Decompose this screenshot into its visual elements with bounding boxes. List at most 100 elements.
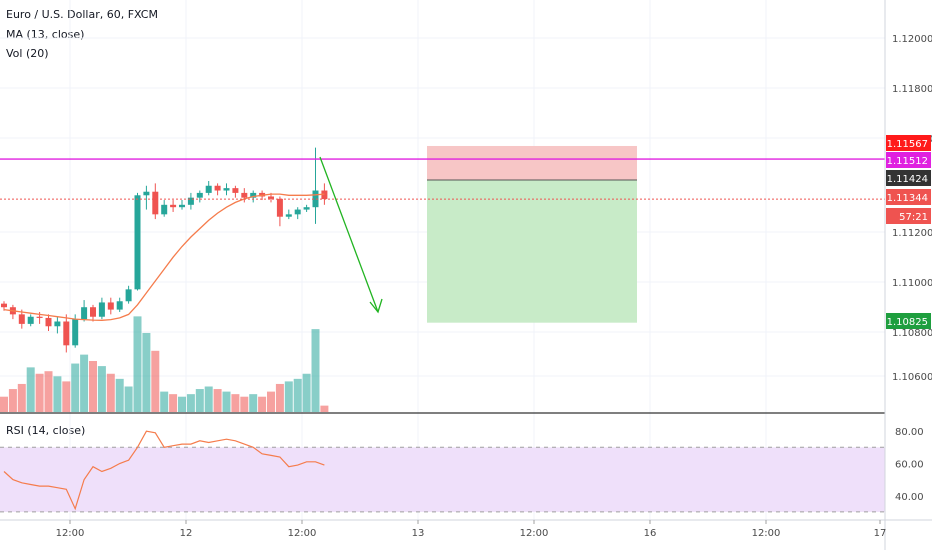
volume-bar: [80, 354, 89, 412]
volume-bar: [35, 373, 44, 412]
rsi-tick-label: 40.00: [895, 492, 924, 503]
price-tag-box: [886, 152, 931, 168]
candle-body: [54, 321, 61, 327]
candle-body: [285, 214, 292, 217]
candle-body: [107, 302, 114, 310]
candle-body: [63, 321, 70, 346]
candle-body: [72, 319, 79, 346]
price-tag-box: [886, 135, 931, 151]
volume-bar: [44, 371, 53, 412]
volume-bar: [275, 383, 284, 412]
time-tick-label: 12:00: [288, 528, 317, 539]
volume-bar: [311, 329, 320, 412]
price-tag-label: 1.11512: [887, 156, 928, 167]
price-tag-label: 1.11424: [887, 174, 928, 185]
volume-bar: [71, 363, 80, 412]
price-tick-label: 1.10800: [892, 328, 932, 339]
candle-body: [232, 188, 239, 193]
position-zones[interactable]: [427, 145, 637, 323]
volume-bar: [284, 381, 293, 412]
candle-body: [81, 307, 88, 320]
price-tag-box: [886, 170, 931, 186]
candle-body: [143, 191, 150, 196]
volume-bar: [204, 386, 213, 412]
candle-body: [125, 289, 132, 302]
volume-bar: [62, 381, 71, 412]
symbol-legend[interactable]: Euro / U.S. Dollar, 60, FXCM: [6, 8, 158, 21]
volume-bar: [0, 396, 8, 412]
volume-bar: [258, 396, 267, 412]
candle-body: [170, 204, 177, 208]
candle-body: [45, 317, 52, 327]
volume-bar: [97, 366, 106, 412]
volume-bar: [267, 391, 275, 412]
rsi-line: [3, 430, 325, 511]
time-tick-label: 17: [874, 528, 887, 539]
price-tick-label: 1.11200: [892, 228, 932, 239]
candle-body: [179, 204, 185, 208]
candle-body: [223, 188, 230, 191]
ma-line-group: [3, 193, 325, 321]
volume-bar: [222, 391, 231, 412]
candle-body: [205, 185, 212, 193]
volume-bar: [142, 332, 151, 412]
candle-body: [36, 316, 43, 318]
candle-body: [294, 209, 301, 215]
volume-bar: [320, 405, 329, 412]
candle-body: [187, 197, 194, 205]
price-tag-box: [886, 189, 931, 205]
price-tick-label: 1.11800: [892, 84, 932, 95]
candle-body: [161, 204, 168, 215]
price-tag-label: 1.11567: [887, 139, 928, 150]
volume-bar: [89, 361, 97, 412]
volume-bar: [231, 394, 240, 412]
rsi-tick-label: 80.00: [895, 427, 924, 438]
candle-body: [276, 198, 283, 217]
price-tags: 1.11567 1.11512 1.11424 1.11344 57:21 1.10825: [886, 135, 931, 329]
volume-bar: [115, 378, 124, 412]
stop-loss-zone: [427, 145, 637, 181]
candle-body: [90, 307, 96, 317]
overlay-lines[interactable]: [0, 156, 885, 314]
volume-bar: [240, 396, 249, 412]
volume-bars: [0, 316, 329, 412]
volume-bar: [213, 389, 222, 412]
volume-bar: [106, 373, 115, 412]
candle-body: [214, 185, 221, 191]
time-tick-label: 12: [180, 528, 193, 539]
price-tick-label: 1.11000: [892, 278, 932, 289]
price-tag-label: 1.11344: [887, 193, 928, 204]
ma-line: [3, 193, 325, 321]
candle-body: [268, 196, 274, 199]
time-tick-label: 12:00: [56, 528, 85, 539]
candle-body: [250, 192, 257, 198]
volume-bar: [53, 376, 62, 412]
volume-bar: [8, 389, 17, 412]
time-tick-label: 16: [644, 528, 657, 539]
candle-body: [18, 314, 25, 324]
volume-bar: [124, 386, 133, 412]
candle-body: [303, 207, 310, 210]
candle-body: [98, 302, 105, 317]
candle-body: [1, 303, 7, 308]
volume-bar: [293, 378, 302, 412]
time-tick-label: 13: [412, 528, 425, 539]
rsi-pane: [0, 430, 885, 513]
rsi-band: [0, 447, 885, 512]
price-tag-label: 57:21: [899, 212, 928, 223]
take-profit-zone: [427, 180, 637, 323]
rsi-tick-label: 60.00: [895, 459, 924, 470]
candle-body: [196, 192, 203, 198]
candles: [1, 147, 328, 353]
rsi-legend[interactable]: RSI (14, close): [6, 424, 86, 437]
price-tag-box: [886, 208, 931, 224]
forecast-arrowhead: [369, 298, 383, 314]
volume-bar: [302, 373, 311, 412]
candle-body: [241, 192, 248, 198]
price-tick-label: 1.12000: [892, 34, 932, 45]
candle-body: [152, 191, 159, 215]
time-tick-label: 12:00: [752, 528, 781, 539]
vol-legend[interactable]: Vol (20): [6, 47, 49, 60]
